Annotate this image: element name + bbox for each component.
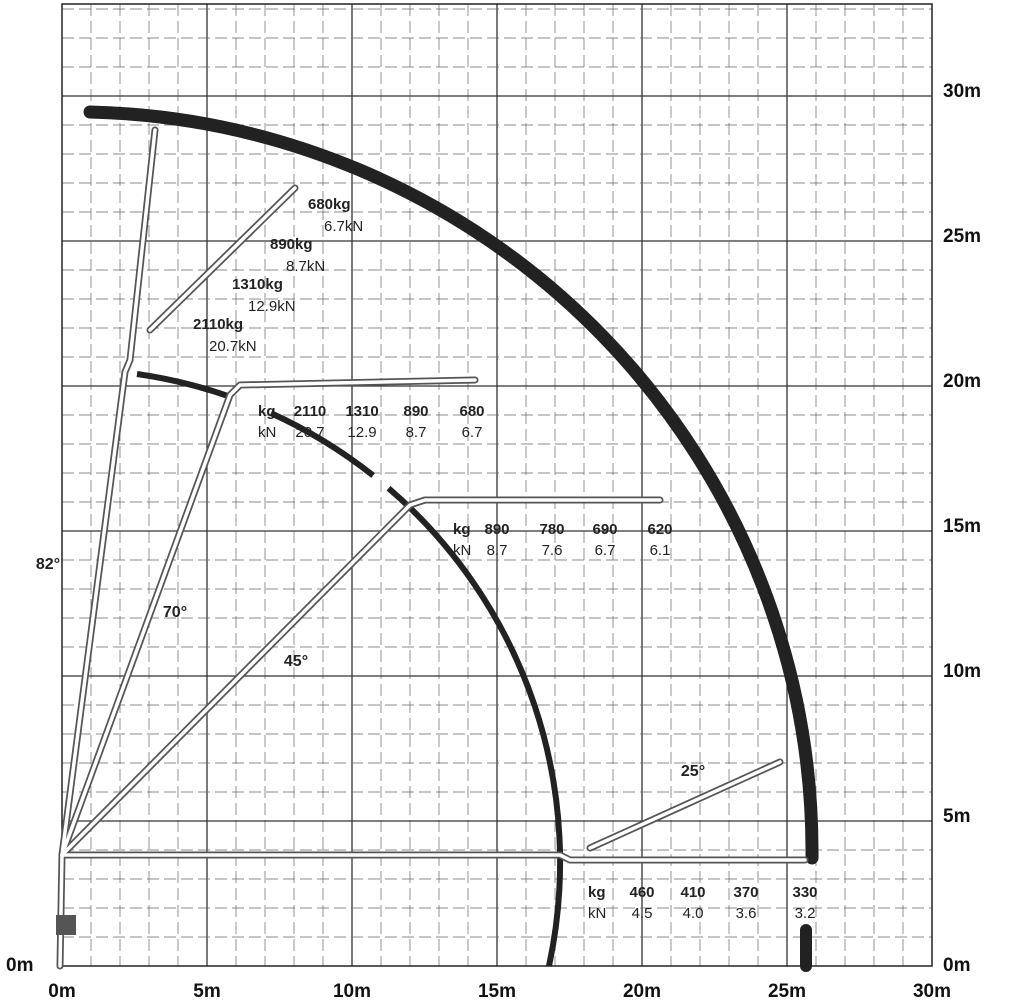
max-reach-arc: [83, 105, 819, 865]
unit-kg: kg: [258, 403, 276, 420]
load-kn: 6.7kN: [324, 218, 363, 235]
load-kg: 1310kg: [232, 276, 283, 293]
y-axis-label: 25m: [943, 226, 981, 247]
unit-kg: kg: [453, 521, 471, 538]
y-axis-label: 10m: [943, 661, 981, 682]
angle-label: 25°: [681, 763, 705, 780]
table-kn: 6.1: [650, 542, 671, 559]
table-kn: 8.7: [487, 542, 508, 559]
labels: 0m 5m 10m 15m 20m 25m 30m 0m 5m 10m 15m 20m 25m 30m 0m…: [6, 81, 981, 1002]
unit-kn: kN: [258, 424, 276, 441]
table-kn: 6.7: [462, 424, 483, 441]
origin-label: 0m: [6, 955, 33, 976]
table-kn: 4.0: [683, 905, 704, 922]
load-kg: 2110kg: [193, 316, 243, 333]
grid: [62, 4, 932, 966]
table-kn: 20.7: [295, 424, 324, 441]
table-kn: 3.6: [736, 905, 757, 922]
x-axis-label: 10m: [333, 981, 371, 1002]
angle-label: 70°: [163, 604, 187, 621]
y-axis-label: 20m: [943, 371, 981, 392]
y-axis-label: 15m: [943, 516, 981, 537]
table-kg: 680: [459, 403, 484, 420]
table-kg: 370: [733, 884, 758, 901]
table-kg: 460: [629, 884, 654, 901]
angle-label: 82°: [36, 556, 60, 573]
table-kg: 330: [792, 884, 817, 901]
load-kn: 12.9kN: [248, 298, 296, 315]
table-kn: 3.2: [795, 905, 816, 922]
booms: [56, 126, 809, 970]
x-axis-label: 20m: [623, 981, 661, 1002]
angle-label: 45°: [284, 653, 308, 670]
x-axis-label: 30m: [913, 981, 951, 1002]
unit-kn: kN: [453, 542, 471, 559]
table-kg: 620: [647, 521, 672, 538]
load-kg: 680kg: [308, 196, 351, 213]
load-kn: 8.7kN: [286, 258, 325, 275]
working-arc: [136, 371, 564, 967]
x-axis-label: 0m: [48, 981, 75, 1002]
table-kn: 4.5: [632, 905, 653, 922]
table-kg: 690: [592, 521, 617, 538]
table-kn: 6.7: [595, 542, 616, 559]
table-kn: 8.7: [406, 424, 427, 441]
table-kg: 890: [403, 403, 428, 420]
frame: [61, 3, 933, 967]
table-kg: 890: [484, 521, 509, 538]
x-axis-label: 25m: [768, 981, 806, 1002]
crane-base: [56, 915, 76, 935]
unit-kg: kg: [588, 884, 606, 901]
table-kg: 780: [539, 521, 564, 538]
x-axis-label: 15m: [478, 981, 516, 1002]
table-kg: 2110: [294, 403, 327, 420]
y-axis-label: 0m: [943, 955, 970, 976]
table-kn: 7.6: [542, 542, 563, 559]
load-kn: 20.7kN: [209, 338, 257, 355]
table-kg: 1310: [345, 403, 378, 420]
y-axis-label: 5m: [943, 806, 970, 827]
x-axis-label: 5m: [193, 981, 220, 1002]
table-kn: 12.9: [347, 424, 376, 441]
load-kg: 890kg: [270, 236, 313, 253]
y-axis-label: 30m: [943, 81, 981, 102]
table-kg: 410: [680, 884, 705, 901]
unit-kn: kN: [588, 905, 606, 922]
